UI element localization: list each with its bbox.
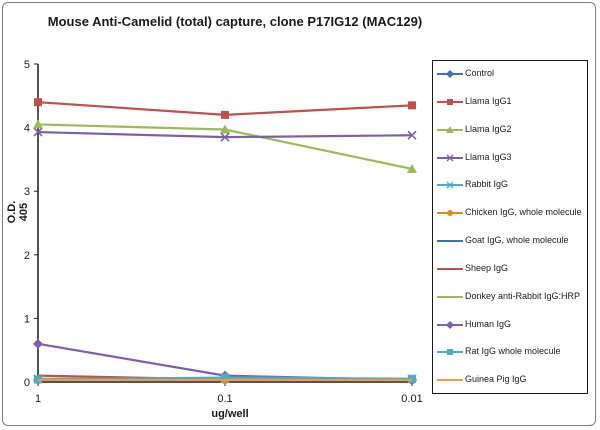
y-tick-label: 2 (24, 250, 30, 262)
x-axis-label: ug/well (211, 408, 249, 420)
legend-label: Chicken IgG, whole molecule (465, 207, 582, 218)
legend-swatch (437, 320, 463, 329)
legend-swatch (437, 154, 463, 161)
legend-label: Control (465, 68, 495, 78)
legend: Control Llama IgG1 Llama IgG2 Llama IgG3 Rab… (432, 60, 588, 394)
data-point-10-2 (408, 374, 416, 383)
legend-label: Goat IgG, whole molecule (465, 235, 569, 245)
legend-label: Rat IgG whole molecule (465, 346, 561, 357)
data-point-2-2 (407, 163, 417, 173)
legend-swatch (437, 210, 463, 217)
legend-swatch-marker (446, 154, 454, 161)
x-tick-label: 0.1 (217, 393, 232, 405)
x-tick-label: 1 (35, 393, 41, 405)
legend-label: Donkey anti-Rabbit IgG:HRP (465, 290, 581, 301)
legend-label: Guinea Pig IgG (465, 374, 527, 385)
data-point-9-0 (33, 338, 43, 349)
legend-swatch-marker (446, 70, 454, 78)
legend-swatch (437, 267, 463, 270)
y-tick-label: 4 (24, 123, 30, 135)
legend-swatch (437, 240, 463, 242)
data-point-3-2 (407, 130, 417, 140)
data-point-1-1 (221, 110, 229, 119)
legend-swatch (437, 295, 463, 298)
legend-swatch-marker (446, 125, 454, 133)
legend-swatch-marker (447, 210, 453, 217)
legend-label: Llama IgG1 (465, 95, 512, 106)
legend-swatch-marker (446, 181, 454, 189)
legend-swatch (437, 125, 463, 133)
legend-swatch (437, 70, 463, 78)
legend-label: Rabbit IgG (465, 179, 509, 190)
legend-label: Sheep IgG (465, 262, 509, 273)
data-point-1-2 (408, 101, 416, 110)
legend-swatch (437, 349, 463, 356)
legend-label: Llama IgG2 (465, 123, 512, 134)
chart-title: Mouse Anti-Camelid (total) capture, clon… (47, 14, 423, 29)
data-point-2-1 (220, 124, 230, 134)
data-point-1-0 (34, 98, 42, 107)
legend-swatch-marker (447, 98, 453, 105)
y-tick-label: 0 (24, 377, 30, 389)
data-point-2-0 (33, 119, 43, 129)
y-tick-label: 1 (24, 313, 30, 325)
y-tick-label: 5 (24, 59, 30, 71)
x-tick-label: 0.01 (401, 393, 422, 405)
legend-label: Human IgG (465, 318, 512, 329)
data-point-3-0 (33, 127, 43, 137)
y-tick-label: 3 (24, 186, 30, 198)
data-point-3-1 (220, 132, 230, 142)
legend-label: Llama IgG3 (465, 151, 512, 162)
legend-swatch (437, 181, 463, 189)
data-point-10-1 (221, 373, 229, 382)
legend-swatch-marker (446, 320, 454, 329)
legend-swatch (437, 379, 463, 382)
legend-swatch (437, 98, 463, 105)
legend-swatch-marker (447, 349, 453, 356)
